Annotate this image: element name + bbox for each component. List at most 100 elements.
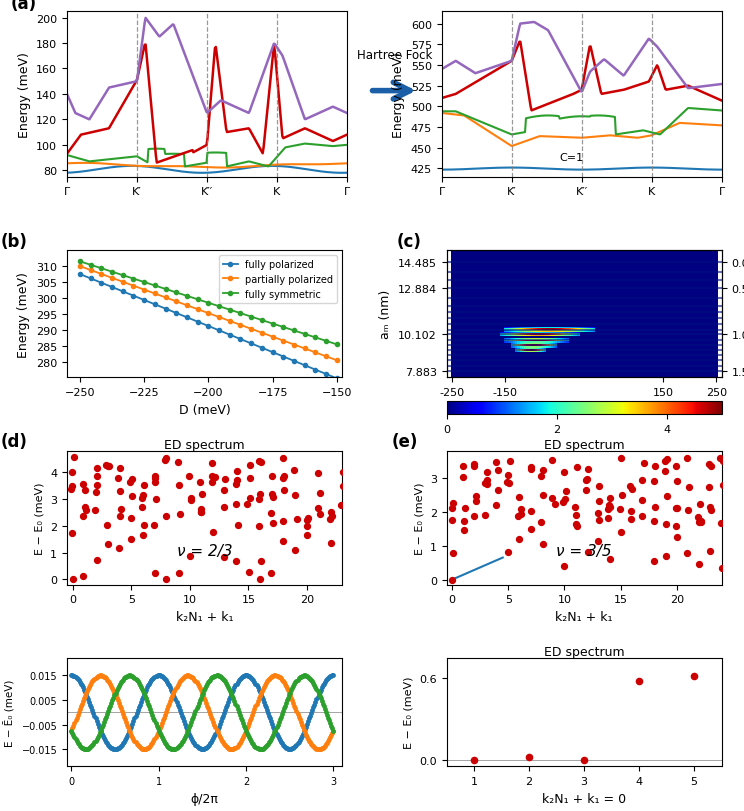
Point (458, 460, 469, 473)
Point (182, 669, 194, 682)
Point (80, 743, 92, 756)
Point (208, 719, 220, 732)
Point (537, 489, 549, 502)
Point (228, 695, 240, 708)
fully polarized (107, 283, 116, 293)
partially polarized (182, 301, 191, 311)
Point (120, 716, 132, 729)
fully symmetric (333, 340, 341, 350)
Point (220, 701, 232, 714)
Point (89, 710, 100, 723)
Point (257, 683, 269, 696)
Point (150, 476, 161, 489)
Point (190, 675, 202, 688)
Point (129, 672, 141, 685)
Point (251, 681, 263, 694)
Point (165, 683, 177, 696)
Point (592, 535, 604, 548)
partially polarized (150, 290, 159, 299)
Point (68, 729, 80, 742)
Point (636, 495, 648, 508)
Point (281, 742, 293, 755)
Point (303, 672, 315, 684)
Point (82, 693, 94, 706)
partially polarized (257, 328, 266, 338)
Point (168, 690, 180, 703)
Point (312, 743, 324, 756)
Point (114, 740, 126, 753)
Point (211, 669, 222, 682)
Point (265, 507, 277, 520)
Point (137, 529, 149, 542)
Point (323, 733, 335, 746)
Point (73, 706, 85, 719)
Point (175, 737, 187, 750)
Point (78, 683, 90, 696)
Point (307, 676, 319, 689)
Point (197, 686, 209, 699)
Point (277, 535, 289, 548)
Point (180, 720, 192, 733)
Point (263, 672, 275, 685)
Point (88, 674, 100, 687)
Point (109, 686, 121, 699)
fully polarized (75, 270, 84, 280)
Point (570, 518, 582, 531)
Point (132, 740, 144, 753)
Point (661, 453, 673, 466)
Point (271, 669, 283, 682)
Point (282, 691, 294, 704)
Point (243, 670, 255, 683)
Point (261, 704, 273, 717)
Point (309, 679, 321, 692)
Point (291, 738, 303, 751)
Point (262, 674, 274, 687)
Point (160, 706, 172, 719)
Point (205, 710, 217, 723)
Point (559, 492, 571, 505)
partially polarized (161, 294, 170, 303)
Point (266, 670, 278, 683)
Point (83, 696, 95, 709)
Point (145, 738, 157, 751)
Point (177, 712, 189, 725)
Point (272, 716, 284, 729)
Point (312, 684, 324, 697)
Point (266, 470, 278, 483)
Point (222, 742, 234, 755)
Point (100, 459, 112, 472)
Point (274, 713, 286, 726)
Point (68, 669, 80, 682)
Point (502, 477, 514, 490)
Point (114, 699, 126, 712)
Point (281, 693, 293, 706)
Point (93, 720, 105, 733)
partially polarized (301, 344, 310, 354)
Point (144, 739, 156, 752)
Point (71, 672, 83, 684)
Point (258, 680, 270, 693)
Point (224, 690, 236, 703)
Point (242, 719, 254, 732)
fully polarized (311, 365, 320, 375)
Point (73, 674, 85, 687)
Point (515, 508, 527, 521)
Point (274, 734, 286, 747)
Point (115, 504, 127, 517)
Point (147, 711, 159, 724)
Point (446, 514, 458, 527)
Point (126, 490, 138, 503)
Point (211, 726, 223, 739)
Point (202, 740, 214, 753)
Point (580, 474, 591, 487)
Point (119, 734, 131, 747)
Point (132, 676, 144, 689)
Point (78, 692, 90, 705)
Legend: fully polarized, partially polarized, fully symmetric: fully polarized, partially polarized, fu… (219, 255, 337, 303)
Point (81, 743, 93, 756)
fully polarized (161, 304, 170, 314)
Point (199, 742, 211, 755)
Point (248, 706, 260, 719)
Point (115, 702, 126, 715)
Point (178, 714, 190, 727)
